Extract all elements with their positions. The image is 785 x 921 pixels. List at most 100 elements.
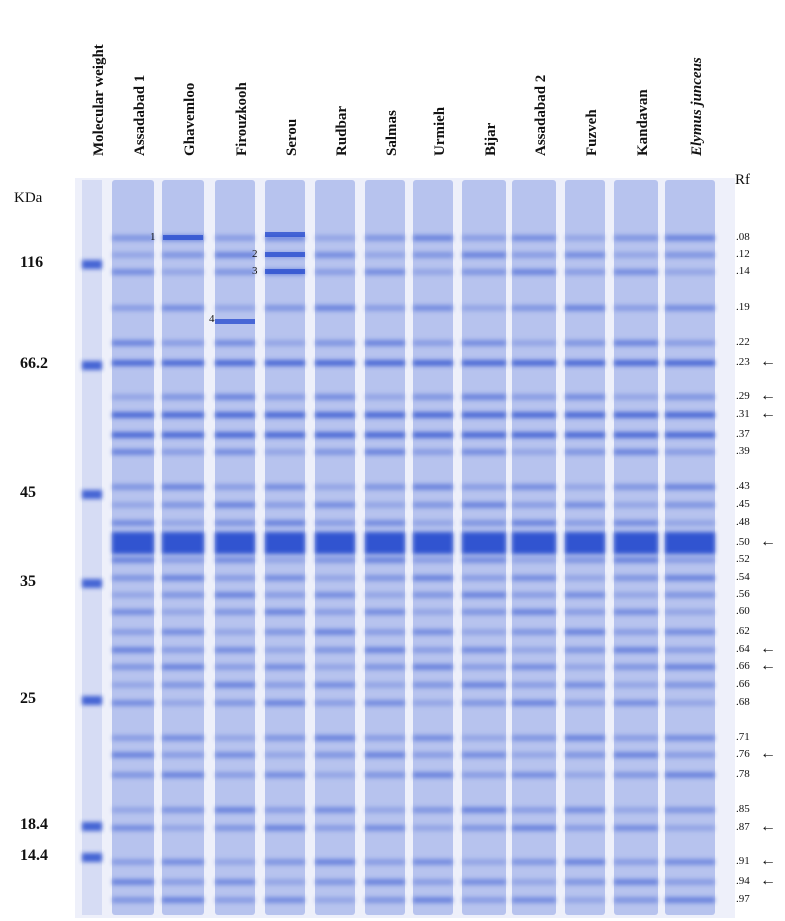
band-lane8-15 [462,575,506,581]
band-lane6-16 [365,592,405,598]
band-lane4-21 [265,682,305,688]
band-lane3-21 [215,682,255,688]
band-lane9-28 [512,859,556,865]
band-lane2-4 [162,340,204,346]
lane-label: Kandavan [624,6,651,171]
band-lane5-18 [315,629,355,635]
band-lane1-7 [112,412,154,418]
band-lane7-20 [413,664,453,670]
band-lane9-8 [512,432,556,438]
band-lane12-2 [665,269,715,275]
band-lane4-23 [265,735,305,741]
band-lane11-19 [614,647,658,653]
band-lane8-7 [462,412,506,418]
band-lane1-15 [112,575,154,581]
band-lane11-2 [614,269,658,275]
band-lane4-30 [265,897,305,903]
band-lane5-12 [315,520,355,526]
band-lane1-29 [112,879,154,885]
band-lane10-8 [565,432,605,438]
band-lane7-10 [413,484,453,490]
band-lane7-8 [413,432,453,438]
band-lane10-5 [565,360,605,366]
band-lane12-3 [665,305,715,311]
arrow-left-icon: ← [760,353,776,370]
band-lane6-30 [365,897,405,903]
marker-band-6 [82,853,102,862]
band-lane8-9 [462,449,506,455]
rf-value: .45 [736,498,750,510]
band-lane11-17 [614,609,658,615]
band-lane7-3 [413,305,453,311]
band-lane10-23 [565,735,605,741]
band-lane8-24 [462,752,506,758]
band-lane9-25 [512,772,556,778]
band-lane9-15 [512,575,556,581]
band-lane2-21 [162,682,204,688]
band-lane8-12 [462,520,506,526]
band-lane3-24 [215,752,255,758]
band-lane8-3 [462,305,506,311]
band-lane1-21 [112,682,154,688]
band-lane11-28 [614,859,658,865]
lane-label-text: Salmas [384,110,400,156]
band-lane1-20 [112,664,154,670]
band-lane11-12 [614,520,658,526]
band-lane1-17 [112,609,154,615]
band-lane4-9 [265,449,305,455]
lane-label-text: Ghavemloo [182,82,198,156]
band-lane12-19 [665,647,715,653]
band-lane8-4 [462,340,506,346]
arrow-left-icon: ← [760,852,776,869]
band-lane3-27 [215,825,255,831]
band-lane7-28 [413,859,453,865]
band-lane8-23 [462,735,506,741]
band-lane8-19 [462,647,506,653]
band-lane8-22 [462,700,506,706]
band-lane8-30 [462,897,506,903]
rf-value: .64 [736,643,750,655]
band-lane3-2 [215,269,255,275]
band-lane11-26 [614,807,658,813]
band-lane1-30 [112,897,154,903]
rf-value: .43 [736,480,750,492]
band-lane4-11 [265,502,305,508]
band-lane2-19 [162,647,204,653]
band-lane2-30 [162,897,204,903]
band-lane1-22 [112,700,154,706]
band-lane4-28 [265,859,305,865]
band-lane12-16 [665,592,715,598]
band-lane7-29 [413,879,453,885]
band-lane10-25 [565,772,605,778]
band-lane7-6 [413,394,453,400]
band-lane4-10 [265,484,305,490]
band-lane5-20 [315,664,355,670]
band-lane1-23 [112,735,154,741]
band-lane3-25 [215,772,255,778]
band-lane7-22 [413,700,453,706]
band-lane4-3 [265,305,305,311]
band-lane9-23 [512,735,556,741]
band-lane9-12 [512,520,556,526]
band-lane9-30 [512,897,556,903]
band-lane10-14 [565,557,605,563]
rf-value: .62 [736,625,750,637]
band-lane9-24 [512,752,556,758]
arrow-left-icon: ← [760,745,776,762]
band-lane7-25 [413,772,453,778]
band-lane6-12 [365,520,405,526]
band-lane8-2 [462,269,506,275]
band-lane12-29 [665,879,715,885]
band-lane8-6 [462,394,506,400]
band-lane7-30 [413,897,453,903]
band-lane11-23 [614,735,658,741]
band-lane5-13 [315,532,355,554]
lane-label: Serou [273,6,300,171]
band-lane3-8 [215,432,255,438]
band-lane2-12 [162,520,204,526]
band-lane7-12 [413,520,453,526]
band-lane4-8 [265,432,305,438]
band-lane11-14 [614,557,658,563]
band-lane5-3 [315,305,355,311]
band-lane7-17 [413,609,453,615]
